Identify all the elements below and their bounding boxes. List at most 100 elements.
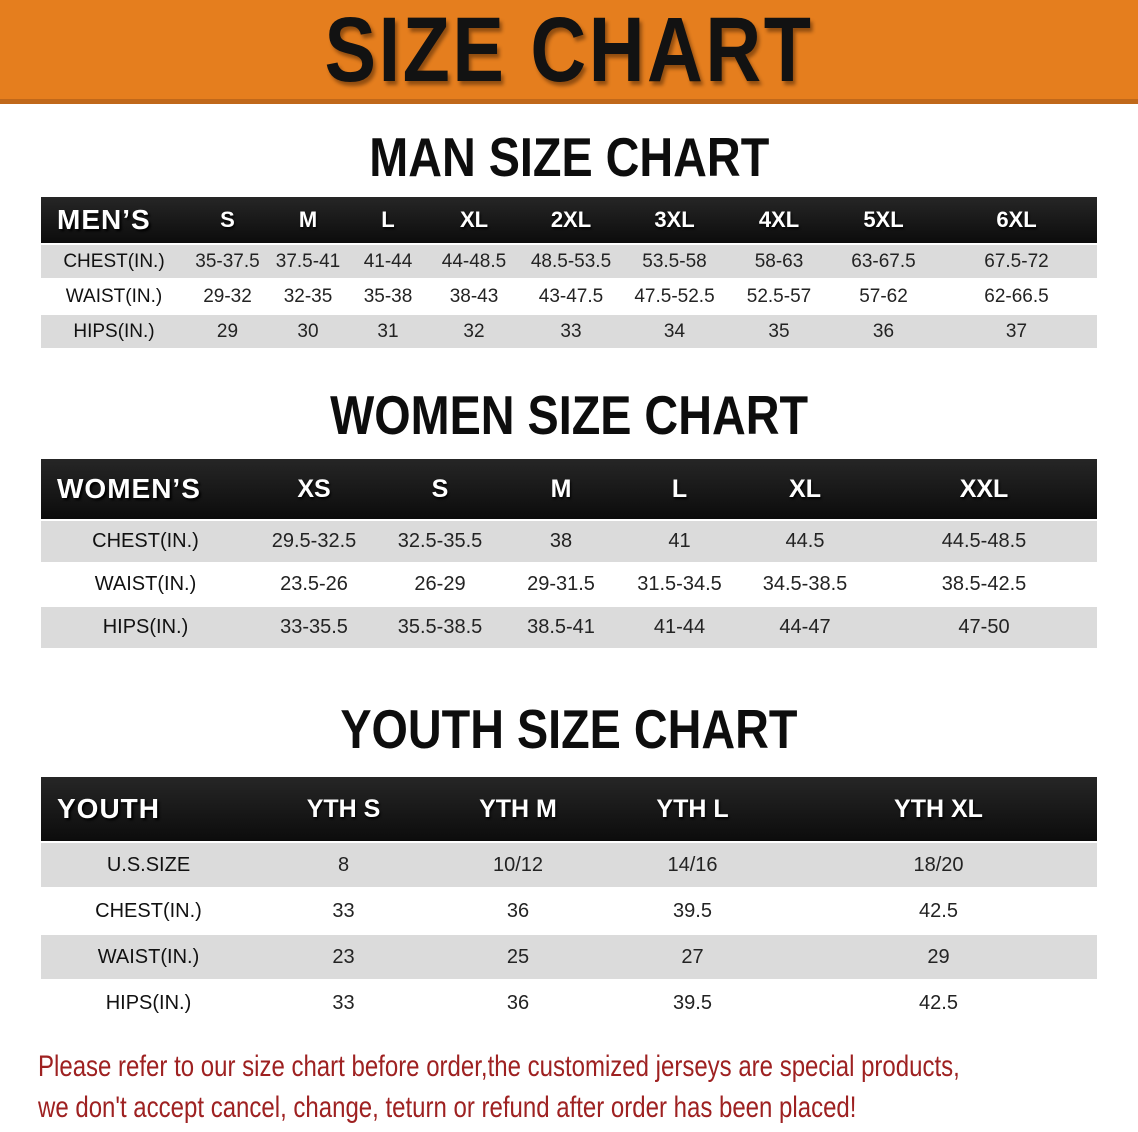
size-value: 26-29	[378, 564, 502, 605]
men-section-heading: MAN SIZE CHART	[0, 130, 1138, 185]
size-value: 44-48.5	[428, 245, 520, 278]
size-value: 36	[431, 981, 605, 1025]
size-column-header: M	[502, 459, 620, 519]
size-value: 32-35	[268, 280, 348, 313]
size-value: 52.5-57	[727, 280, 831, 313]
row-label: U.S.SIZE	[41, 843, 256, 887]
table-row: WAIST(IN.) 23.5-26 26-29 29-31.5 31.5-34.5 34…	[41, 564, 1097, 605]
size-column-header: YTH XL	[780, 777, 1097, 841]
section-men: MAN SIZE CHART MEN’S S M L XL 2XL 3XL 4XL 5XL 6XL…	[0, 130, 1138, 350]
table-row: HIPS(IN.) 29 30 31 32 33 34 35 36 37	[41, 315, 1097, 348]
size-column-header: L	[348, 197, 428, 243]
banner-title: SIZE CHART	[278, 4, 860, 96]
size-value: 32.5-35.5	[378, 521, 502, 562]
notice-line-1: Please refer to our size chart before or…	[38, 1050, 960, 1083]
banner: SIZE CHART	[0, 0, 1138, 104]
notice-line-2: we don't accept cancel, change, teturn o…	[38, 1090, 857, 1124]
footer-notice: Please refer to our size chart before or…	[38, 1047, 1138, 1129]
size-column-header: 2XL	[520, 197, 622, 243]
size-value: 44.5	[739, 521, 871, 562]
size-column-header: M	[268, 197, 348, 243]
size-value: 30	[268, 315, 348, 348]
size-value: 34.5-38.5	[739, 564, 871, 605]
size-value: 31.5-34.5	[620, 564, 739, 605]
size-value: 23.5-26	[250, 564, 378, 605]
size-value: 23	[256, 935, 431, 979]
size-value: 29	[187, 315, 268, 348]
size-column-header: YTH L	[605, 777, 780, 841]
row-label: CHEST(IN.)	[41, 889, 256, 933]
youth-size-table: YOUTH YTH S YTH M YTH L YTH XL U.S.SIZE 8 10/12…	[41, 775, 1097, 1027]
size-column-header: XS	[250, 459, 378, 519]
size-value: 57-62	[831, 280, 936, 313]
size-value: 33-35.5	[250, 607, 378, 648]
size-value: 36	[831, 315, 936, 348]
size-value: 38.5-42.5	[871, 564, 1097, 605]
size-value: 35-37.5	[187, 245, 268, 278]
table-corner-label: MEN’S	[41, 197, 187, 243]
size-column-header: S	[378, 459, 502, 519]
size-value: 48.5-53.5	[520, 245, 622, 278]
size-value: 29.5-32.5	[250, 521, 378, 562]
size-column-header: S	[187, 197, 268, 243]
size-value: 29-32	[187, 280, 268, 313]
size-value: 42.5	[780, 889, 1097, 933]
table-corner-label: WOMEN’S	[41, 459, 250, 519]
row-label: WAIST(IN.)	[41, 280, 187, 313]
size-value: 37	[936, 315, 1097, 348]
section-youth: YOUTH SIZE CHART YOUTH YTH S YTH M YTH L YTH…	[0, 702, 1138, 1027]
table-row: WAIST(IN.) 29-32 32-35 35-38 38-43 43-47.5 47.…	[41, 280, 1097, 313]
size-value: 25	[431, 935, 605, 979]
size-value: 27	[605, 935, 780, 979]
table-row: HIPS(IN.) 33-35.5 35.5-38.5 38.5-41 41-44 44-…	[41, 607, 1097, 648]
banner-title-text: SIZE CHART	[324, 0, 814, 101]
size-value: 47-50	[871, 607, 1097, 648]
size-value: 38	[502, 521, 620, 562]
youth-section-heading-text: YOUTH SIZE CHART	[340, 698, 798, 760]
row-label: HIPS(IN.)	[41, 607, 250, 648]
youth-section-heading: YOUTH SIZE CHART	[0, 702, 1138, 757]
table-row: HIPS(IN.) 33 36 39.5 42.5	[41, 981, 1097, 1025]
size-value: 14/16	[605, 843, 780, 887]
size-value: 41	[620, 521, 739, 562]
table-row: U.S.SIZE 8 10/12 14/16 18/20	[41, 843, 1097, 887]
row-label: CHEST(IN.)	[41, 521, 250, 562]
table-header-row: YOUTH YTH S YTH M YTH L YTH XL	[41, 777, 1097, 841]
women-section-heading-text: WOMEN SIZE CHART	[330, 384, 808, 446]
size-value: 41-44	[348, 245, 428, 278]
size-value: 67.5-72	[936, 245, 1097, 278]
size-column-header: YTH M	[431, 777, 605, 841]
table-row: CHEST(IN.) 35-37.5 37.5-41 41-44 44-48.5 48.5…	[41, 245, 1097, 278]
size-value: 62-66.5	[936, 280, 1097, 313]
size-value: 44-47	[739, 607, 871, 648]
table-row: CHEST(IN.) 33 36 39.5 42.5	[41, 889, 1097, 933]
size-column-header: 5XL	[831, 197, 936, 243]
row-label: WAIST(IN.)	[41, 935, 256, 979]
row-label: WAIST(IN.)	[41, 564, 250, 605]
size-value: 35.5-38.5	[378, 607, 502, 648]
section-women: WOMEN SIZE CHART WOMEN’S XS S M L XL XXL CHEST(…	[0, 388, 1138, 650]
table-row: WAIST(IN.) 23 25 27 29	[41, 935, 1097, 979]
row-label: CHEST(IN.)	[41, 245, 187, 278]
table-header-row: MEN’S S M L XL 2XL 3XL 4XL 5XL 6XL	[41, 197, 1097, 243]
size-column-header: 3XL	[622, 197, 727, 243]
size-column-header: L	[620, 459, 739, 519]
size-value: 38-43	[428, 280, 520, 313]
size-value: 18/20	[780, 843, 1097, 887]
size-value: 8	[256, 843, 431, 887]
size-column-header: 4XL	[727, 197, 831, 243]
size-value: 58-63	[727, 245, 831, 278]
size-value: 29-31.5	[502, 564, 620, 605]
size-chart-content: MAN SIZE CHART MEN’S S M L XL 2XL 3XL 4XL 5XL 6XL…	[0, 130, 1138, 1027]
table-row: CHEST(IN.) 29.5-32.5 32.5-35.5 38 41 44.5 44.5…	[41, 521, 1097, 562]
size-column-header: XXL	[871, 459, 1097, 519]
men-section-heading-text: MAN SIZE CHART	[369, 126, 769, 188]
table-corner-label: YOUTH	[41, 777, 256, 841]
size-value: 29	[780, 935, 1097, 979]
size-value: 33	[256, 889, 431, 933]
size-value: 43-47.5	[520, 280, 622, 313]
size-value: 47.5-52.5	[622, 280, 727, 313]
women-size-table: WOMEN’S XS S M L XL XXL CHEST(IN.) 29.5-32.5 32.5…	[41, 457, 1097, 650]
size-column-header: XL	[428, 197, 520, 243]
size-value: 10/12	[431, 843, 605, 887]
